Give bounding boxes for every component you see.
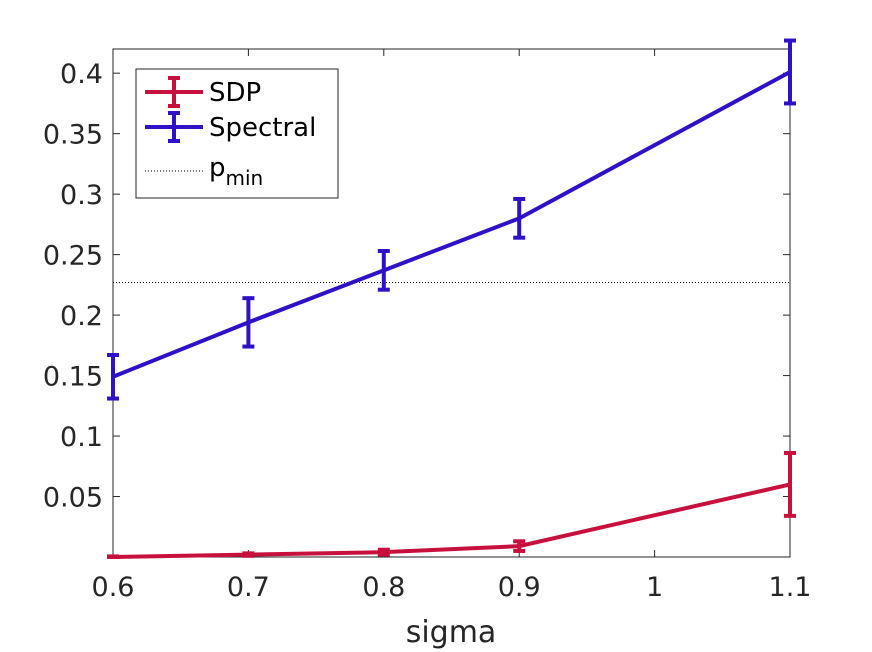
- legend-entry-sdp: SDP: [145, 76, 261, 108]
- legend-pmin-subscript: min: [226, 166, 264, 190]
- y-tick-label: 0.3: [60, 180, 103, 211]
- x-tick-label: 0.8: [362, 572, 405, 603]
- sdp-point: [377, 547, 390, 557]
- x-axis-ticks: 0.6 0.7 0.8 0.9 1 1.1: [92, 49, 812, 603]
- spectral-point: [784, 38, 796, 106]
- x-tick-label: 1: [646, 572, 663, 603]
- legend: SDP Spectral pmin: [135, 68, 339, 199]
- legend-pmin-label: pmin: [209, 153, 263, 190]
- sdp-point: [513, 539, 526, 553]
- x-tick-label: 0.7: [227, 572, 270, 603]
- y-tick-label: 0.35: [43, 120, 103, 151]
- legend-entry-pmin: pmin: [145, 153, 263, 190]
- legend-sdp-label: SDP: [209, 78, 261, 108]
- sdp-point: [784, 450, 796, 518]
- y-tick-label: 0.05: [43, 483, 103, 514]
- legend-entry-spectral: Spectral: [145, 111, 316, 143]
- sdp-point: [242, 551, 255, 558]
- y-tick-label: 0.15: [43, 362, 103, 393]
- y-tick-label: 0.2: [60, 301, 103, 332]
- y-tick-label: 0.4: [60, 59, 103, 90]
- x-axis-label: sigma: [406, 615, 497, 650]
- y-tick-label: 0.1: [60, 422, 103, 453]
- legend-spectral-label: Spectral: [209, 113, 316, 143]
- x-tick-label: 1.1: [769, 572, 812, 603]
- spectral-point: [107, 353, 119, 401]
- spectral-point: [242, 296, 255, 349]
- y-axis-ticks: 0.05 0.1 0.15 0.2 0.25 0.3 0.35 0.4: [43, 59, 790, 514]
- series-layer: [107, 38, 796, 559]
- legend-pmin-main: p: [209, 153, 226, 183]
- y-tick-label: 0.25: [43, 241, 103, 272]
- spectral-point: [377, 248, 390, 292]
- x-tick-label: 0.6: [92, 572, 135, 603]
- x-tick-label: 0.9: [498, 572, 541, 603]
- sdp-point: [107, 554, 119, 559]
- spectral-point: [513, 196, 526, 240]
